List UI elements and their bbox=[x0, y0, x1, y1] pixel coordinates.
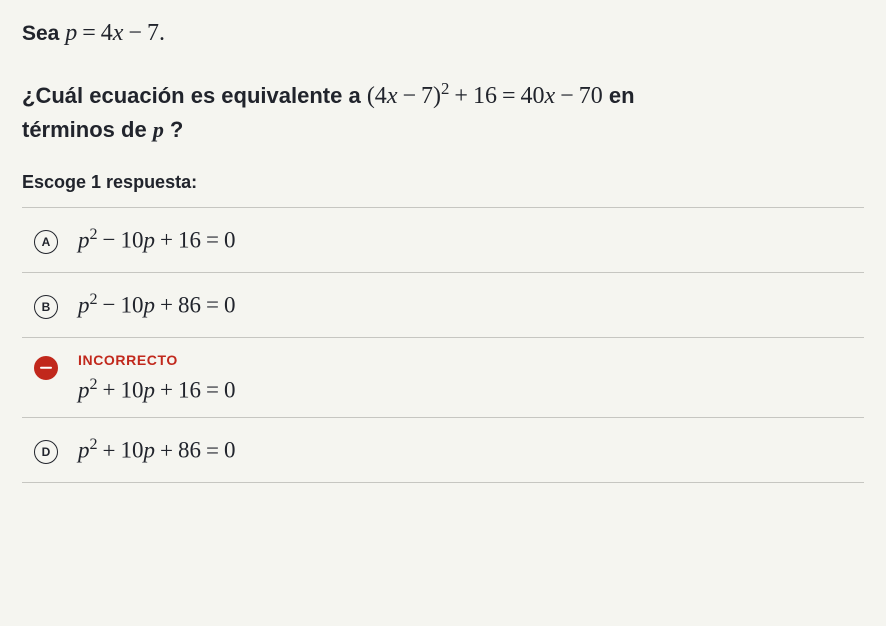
choice-expression-a: p2−10p+16=0 bbox=[78, 226, 236, 254]
feedback-incorrect: INCORRECTO bbox=[78, 352, 236, 368]
choices-list: A p2−10p+16=0 B p2−10p+86=0 INCORRECTO p… bbox=[22, 207, 864, 484]
choice-d[interactable]: D p2+10p+86=0 bbox=[22, 418, 864, 483]
choice-letter-b: B bbox=[34, 295, 58, 319]
choice-body-c: INCORRECTO p2+10p+16=0 bbox=[78, 352, 236, 404]
choice-letter-d: D bbox=[34, 440, 58, 464]
question-text: ¿Cuál ecuación es equivalente a (4x−7)2+… bbox=[22, 77, 864, 146]
choice-expression-c: p2+10p+16=0 bbox=[78, 376, 236, 404]
choice-expression-d: p2+10p+86=0 bbox=[78, 436, 236, 464]
choice-letter-c-selected bbox=[34, 356, 58, 380]
intro-line: Sea p=4x−7. bbox=[22, 20, 864, 47]
choice-expression-b: p2−10p+86=0 bbox=[78, 291, 236, 319]
choice-c[interactable]: INCORRECTO p2+10p+16=0 bbox=[22, 338, 864, 419]
choice-body-a: p2−10p+16=0 bbox=[78, 226, 236, 254]
question-expression: (4x−7)2+16=40x−70 bbox=[367, 83, 603, 109]
choice-b[interactable]: B p2−10p+86=0 bbox=[22, 273, 864, 338]
choice-a[interactable]: A p2−10p+16=0 bbox=[22, 208, 864, 273]
question-part2: en bbox=[609, 83, 635, 108]
intro-expression: p=4x−7. bbox=[65, 20, 165, 46]
minus-icon bbox=[40, 366, 52, 368]
intro-label: Sea bbox=[22, 22, 59, 45]
question-part1: ¿Cuál ecuación es equivalente a bbox=[22, 83, 361, 108]
instruction-label: Escoge 1 respuesta: bbox=[22, 172, 864, 193]
choice-body-d: p2+10p+86=0 bbox=[78, 436, 236, 464]
choice-letter-a: A bbox=[34, 230, 58, 254]
choice-body-b: p2−10p+86=0 bbox=[78, 291, 236, 319]
question-part3: términos de p ? bbox=[22, 117, 183, 142]
